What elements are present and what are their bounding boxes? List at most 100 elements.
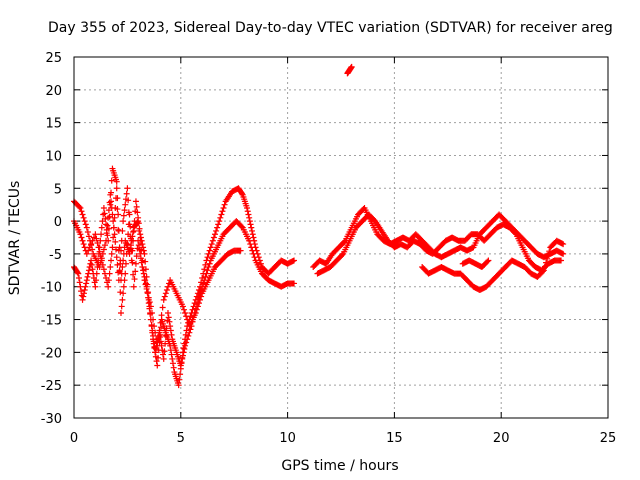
data-point [208,241,215,248]
data-point [105,237,112,244]
data-point [81,287,88,294]
data-point [207,244,214,251]
data-point [246,237,253,244]
data-point [201,266,208,273]
data-point [150,332,157,339]
data-point [105,283,112,290]
data-point [246,214,253,221]
data-point [108,198,115,205]
data-point [115,247,122,254]
data-point [88,261,95,268]
data-point [100,246,107,253]
data-point [249,247,256,254]
data-point [118,303,125,310]
series-SDTVAR-f [419,237,567,294]
data-point [151,323,158,330]
data-point [98,231,105,238]
data-point [105,277,112,284]
data-point [124,185,131,192]
data-point [205,264,212,271]
data-point [180,349,187,356]
data-point [238,223,245,230]
data-point [152,329,159,336]
data-point [94,264,101,271]
data-point [163,325,170,332]
data-point [220,204,227,211]
data-point [129,259,136,266]
data-point [237,247,244,254]
data-point [127,242,134,249]
y-tick-label: -10 [41,281,62,296]
data-point [120,283,127,290]
data-point [153,358,160,365]
data-point [159,304,166,311]
data-point [120,250,127,257]
data-point [93,277,100,284]
data-point [135,218,142,225]
data-point [155,354,162,361]
data-point [244,204,251,211]
data-point [247,241,254,248]
data-point [111,214,118,221]
data-point [185,332,192,339]
data-point [75,274,82,281]
data-point [87,260,94,267]
data-point [122,260,129,267]
data-point [148,309,155,316]
data-point [192,309,199,316]
data-point [560,250,567,257]
y-tick-label: 20 [45,84,62,99]
data-point [250,234,257,241]
data-point [79,211,86,218]
data-point [80,290,87,297]
data-point [541,263,548,270]
data-point [157,338,164,345]
data-point [110,218,117,225]
data-point [100,204,107,211]
data-point [181,346,188,353]
data-point [161,293,168,300]
data-point [540,267,547,274]
data-point [100,266,107,273]
data-point [134,209,141,216]
data-point [78,208,85,215]
data-point [104,222,111,229]
data-point [115,211,122,218]
data-point [85,267,92,274]
data-point [89,266,96,273]
data-point [132,268,139,275]
data-point [197,296,204,303]
data-point [137,237,144,244]
data-point [166,318,173,325]
data-point [194,303,201,310]
data-point [152,346,159,353]
data-point [84,273,91,280]
data-point [539,268,546,275]
y-tick-label: -15 [41,314,62,329]
data-point [85,233,92,240]
data-point [108,177,115,184]
data-point [120,218,127,225]
data-point [177,371,184,378]
x-tick-label: 15 [386,431,403,446]
data-point [175,382,182,389]
data-point [144,290,151,297]
data-point [76,203,83,210]
data-point [187,326,194,333]
data-point [93,235,100,242]
data-point [195,300,202,307]
data-point [163,287,170,294]
data-point [77,204,84,211]
data-point [544,255,551,262]
data-point [177,362,184,369]
data-point [120,212,127,219]
data-point [113,178,120,185]
data-point [92,283,99,290]
data-point [117,309,124,316]
data-point [137,234,144,241]
data-point [143,285,150,292]
data-point [204,254,211,261]
data-point [79,237,86,244]
data-point [141,277,148,284]
